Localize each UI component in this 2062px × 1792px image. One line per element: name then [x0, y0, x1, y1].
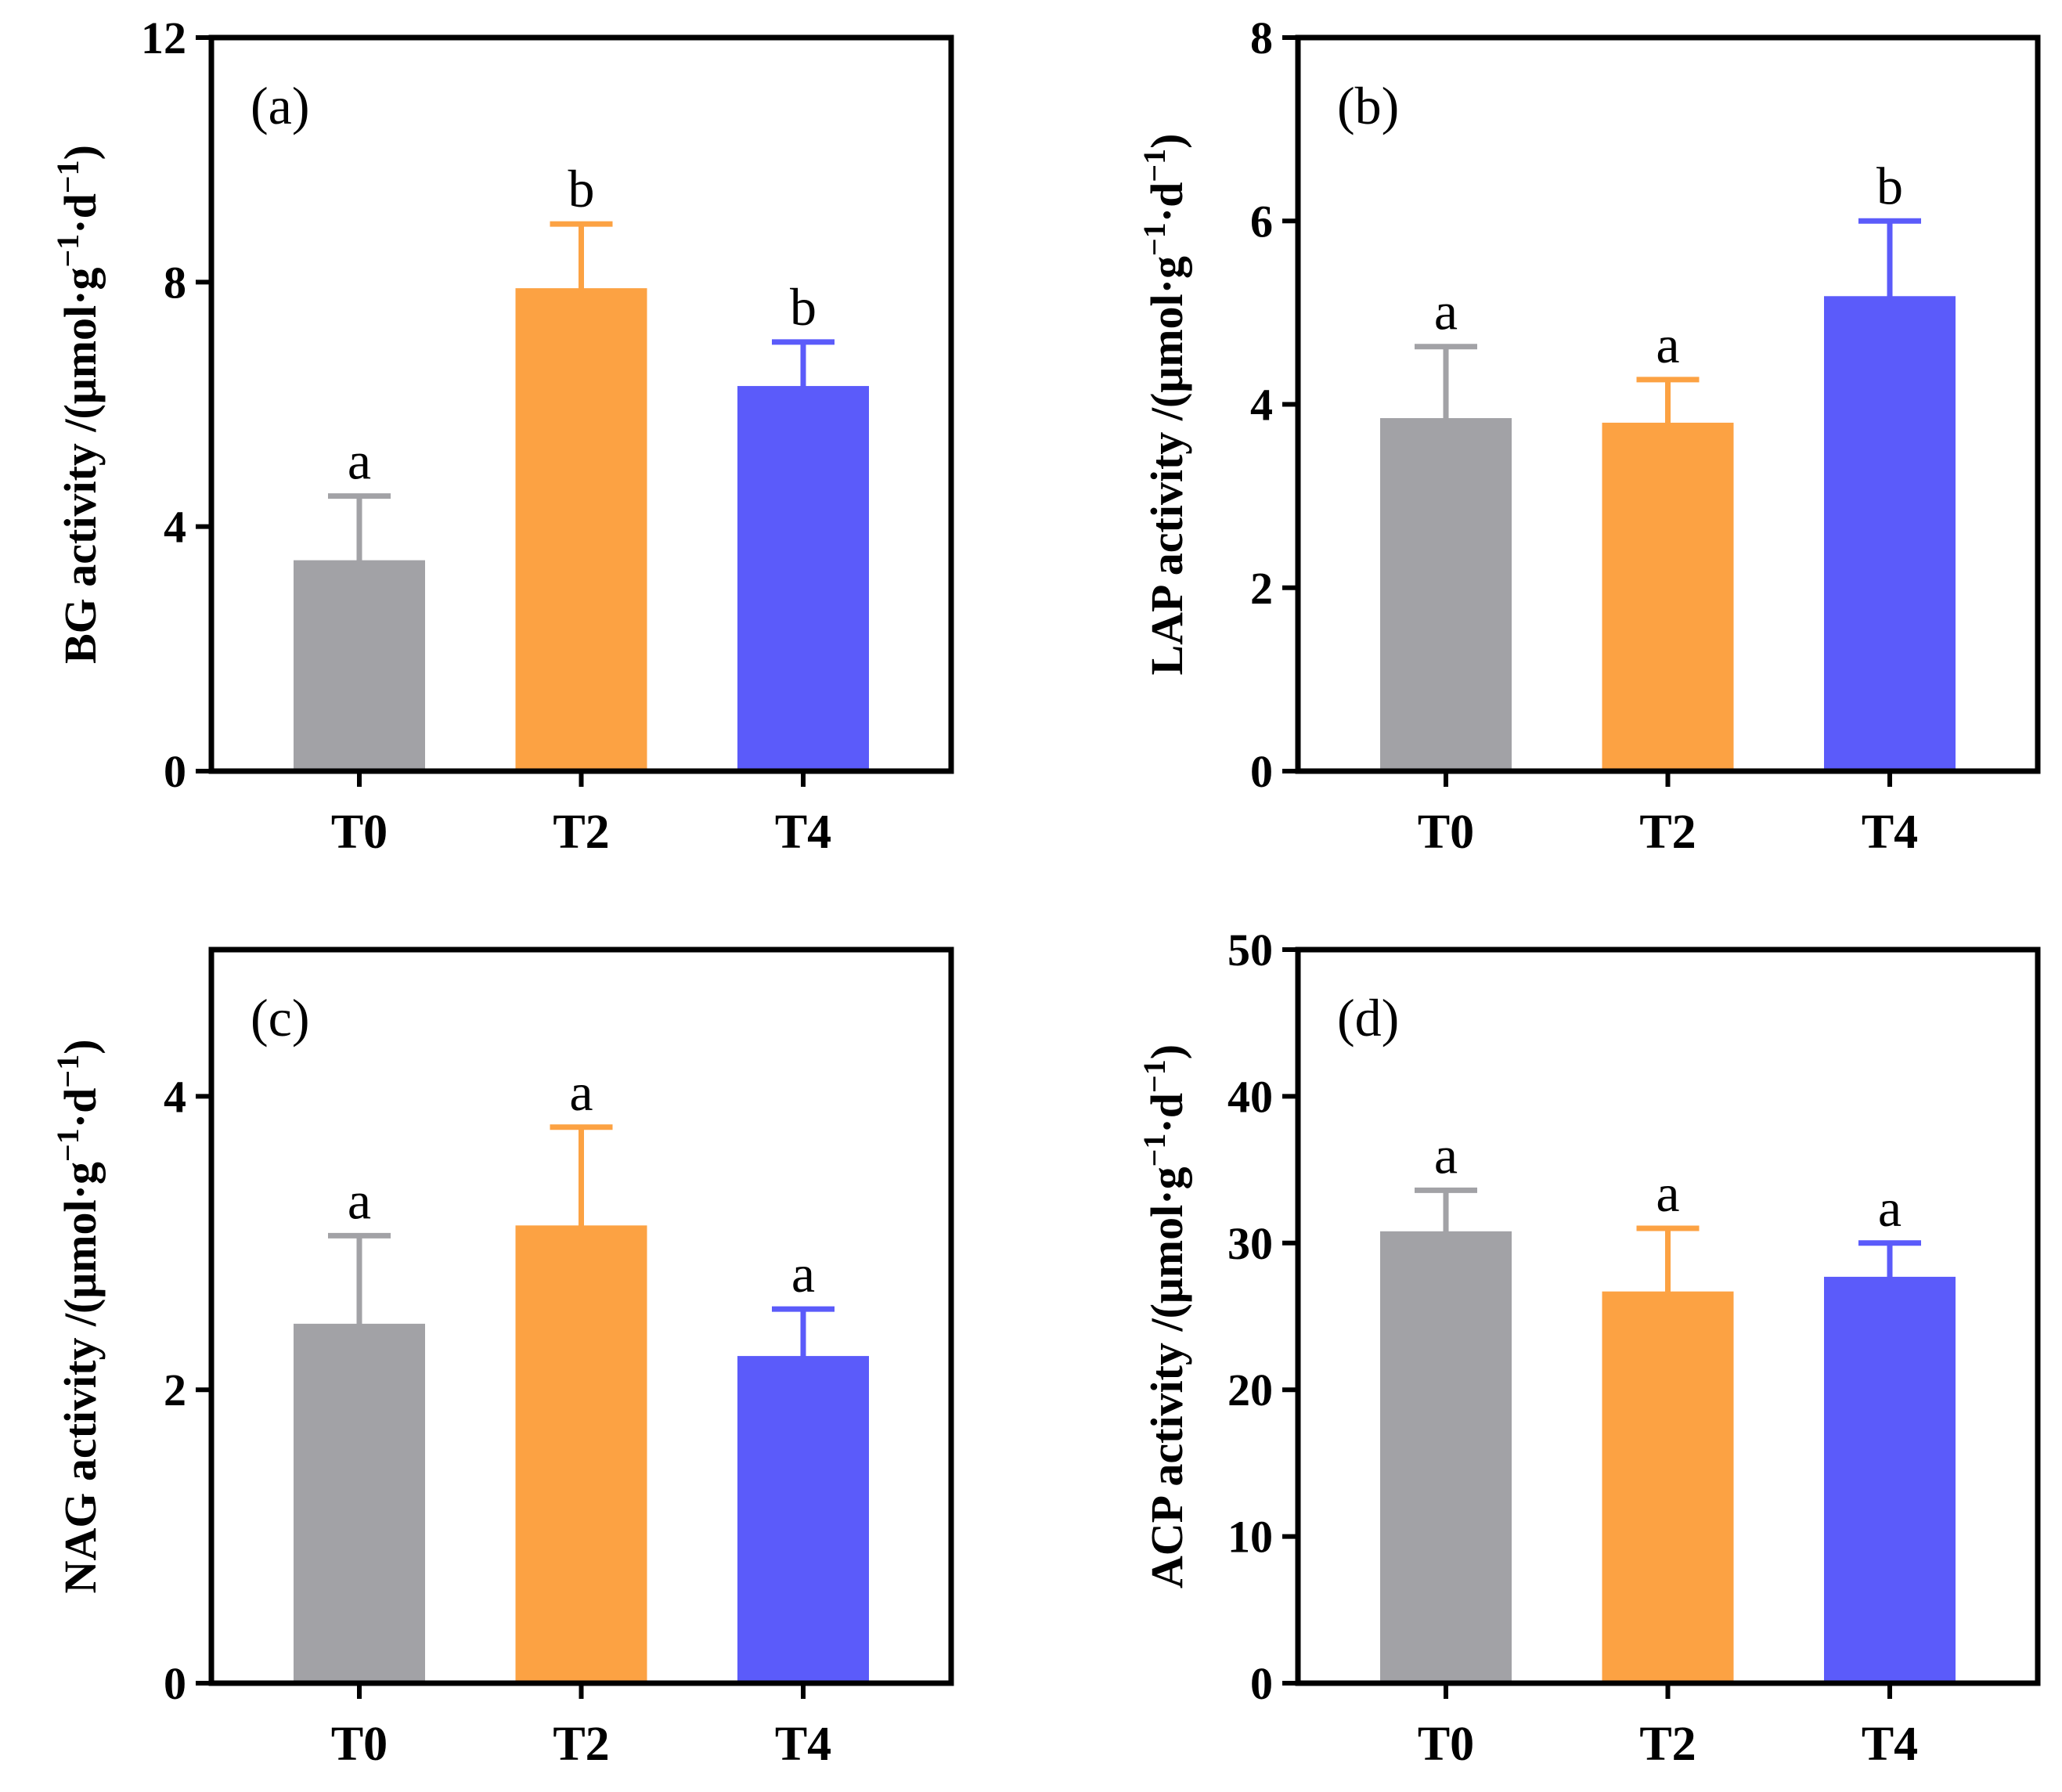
significance-letter-T2: a [569, 1062, 593, 1122]
y-tick-label: 40 [1227, 1071, 1273, 1122]
x-tick-label-T0: T0 [1418, 1718, 1474, 1771]
y-axis-label-text: BG activity /(μmol·g [55, 268, 106, 664]
bar-T4 [1824, 296, 1956, 772]
panel-label: (b) [1337, 76, 1399, 135]
y-axis-label: LAP activity /(μmol·g−1·d−1) [1137, 133, 1192, 675]
y-tick-label: 2 [164, 1365, 186, 1415]
x-tick-label-T2: T2 [553, 806, 609, 859]
x-tick-label-T2: T2 [1639, 1718, 1696, 1771]
y-axis-label-text: ) [55, 1039, 106, 1054]
y-tick-label: 8 [1250, 13, 1273, 63]
y-tick-label: 0 [164, 746, 186, 797]
y-tick-label: 2 [1250, 563, 1273, 614]
y-tick-label: 10 [1227, 1512, 1273, 1563]
bar-T0 [1380, 1231, 1512, 1683]
y-tick-label: 0 [1250, 1658, 1273, 1709]
y-axis-label: ACP activity /(μmol·g−1·d−1) [1137, 1044, 1192, 1588]
y-tick-label: 8 [164, 257, 186, 308]
bar-T2 [1602, 1291, 1734, 1683]
bar-T0 [294, 1323, 425, 1683]
bar-T4 [737, 1356, 869, 1683]
plot-frame [208, 946, 954, 1686]
y-axis-label-text: ·d [1141, 182, 1192, 223]
significance-letter-T4: b [1876, 156, 1903, 215]
x-tick-label-T2: T2 [553, 1718, 609, 1771]
x-tick-label-T2: T2 [1639, 806, 1696, 859]
plot-frame [1295, 34, 2041, 774]
y-axis-label-superscript: −1 [50, 1128, 85, 1162]
significance-letter-T0: a [348, 431, 371, 491]
y-tick-label: 20 [1227, 1365, 1273, 1415]
y-axis-label-text: ) [1141, 133, 1192, 148]
y-axis-label-text: NAG activity /(μmol·g [55, 1162, 106, 1594]
significance-letter-T0: a [1434, 282, 1458, 341]
x-tick-label-T4: T4 [1862, 806, 1918, 859]
x-tick-label-T0: T0 [331, 1718, 388, 1771]
y-tick-label: 4 [164, 1071, 186, 1122]
y-tick-label: 30 [1227, 1218, 1273, 1269]
y-axis-label-text: ·d [1141, 1093, 1192, 1134]
y-axis-label-text: ·d [55, 1088, 106, 1129]
y-axis-label-text: ·d [55, 193, 106, 234]
x-tick-label-T0: T0 [331, 806, 388, 859]
plot-frame [208, 34, 954, 774]
y-axis-label-superscript: −1 [1137, 222, 1172, 256]
x-tick-label-T4: T4 [775, 1718, 831, 1771]
y-tick-label: 4 [164, 502, 186, 553]
y-tick-label: 6 [1250, 196, 1273, 247]
y-axis-label-text: ACP activity /(μmol·g [1141, 1166, 1192, 1588]
bar-T0 [294, 560, 425, 771]
y-axis-label-superscript: −1 [50, 234, 85, 268]
bar-T2 [515, 288, 647, 771]
bar-T2 [515, 1225, 647, 1683]
bar-T0 [1380, 418, 1512, 771]
significance-letter-T4: b [790, 277, 817, 337]
y-axis-label-superscript: −1 [50, 160, 85, 193]
bar-T4 [1824, 1276, 1956, 1683]
chart-panel-4: a T0 a T2 a T4 0 10 20 30 40 50 (d) ACP activity /(μm… [1137, 925, 2041, 1771]
y-tick-label: 0 [164, 1658, 186, 1709]
y-axis-label-text: ) [55, 145, 106, 160]
panel-label: (a) [251, 76, 309, 135]
y-tick-label: 4 [1250, 380, 1273, 431]
significance-letter-T2: a [1656, 1163, 1679, 1223]
y-tick-label: 12 [141, 13, 186, 63]
y-axis-label-superscript: −1 [50, 1055, 85, 1088]
y-axis-label: BG activity /(μmol·g−1·d−1) [50, 145, 106, 664]
y-axis-label-text: LAP activity /(μmol·g [1141, 256, 1192, 675]
y-axis-label-superscript: −1 [1137, 1059, 1172, 1093]
x-tick-label-T0: T0 [1418, 806, 1474, 859]
panel-label: (d) [1337, 988, 1399, 1047]
significance-letter-T0: a [1434, 1125, 1458, 1184]
x-tick-label-T4: T4 [1862, 1718, 1918, 1771]
significance-letter-T2: b [568, 159, 595, 218]
significance-letter-T2: a [1656, 315, 1679, 374]
y-axis-label-superscript: −1 [1137, 149, 1172, 182]
plot-frame [1295, 946, 2041, 1686]
bar-T4 [737, 386, 869, 771]
panel-label: (c) [251, 988, 309, 1047]
x-tick-label-T4: T4 [775, 806, 831, 859]
significance-letter-T4: a [1878, 1178, 1902, 1238]
y-axis-label: NAG activity /(μmol·g−1·d−1) [50, 1039, 106, 1593]
y-tick-label: 0 [1250, 746, 1273, 797]
y-axis-label-text: ) [1141, 1044, 1192, 1059]
significance-letter-T0: a [348, 1170, 371, 1230]
y-tick-label: 50 [1227, 925, 1273, 975]
bar-T2 [1602, 422, 1734, 771]
significance-letter-T4: a [791, 1244, 815, 1303]
y-axis-label-superscript: −1 [1137, 1134, 1172, 1167]
